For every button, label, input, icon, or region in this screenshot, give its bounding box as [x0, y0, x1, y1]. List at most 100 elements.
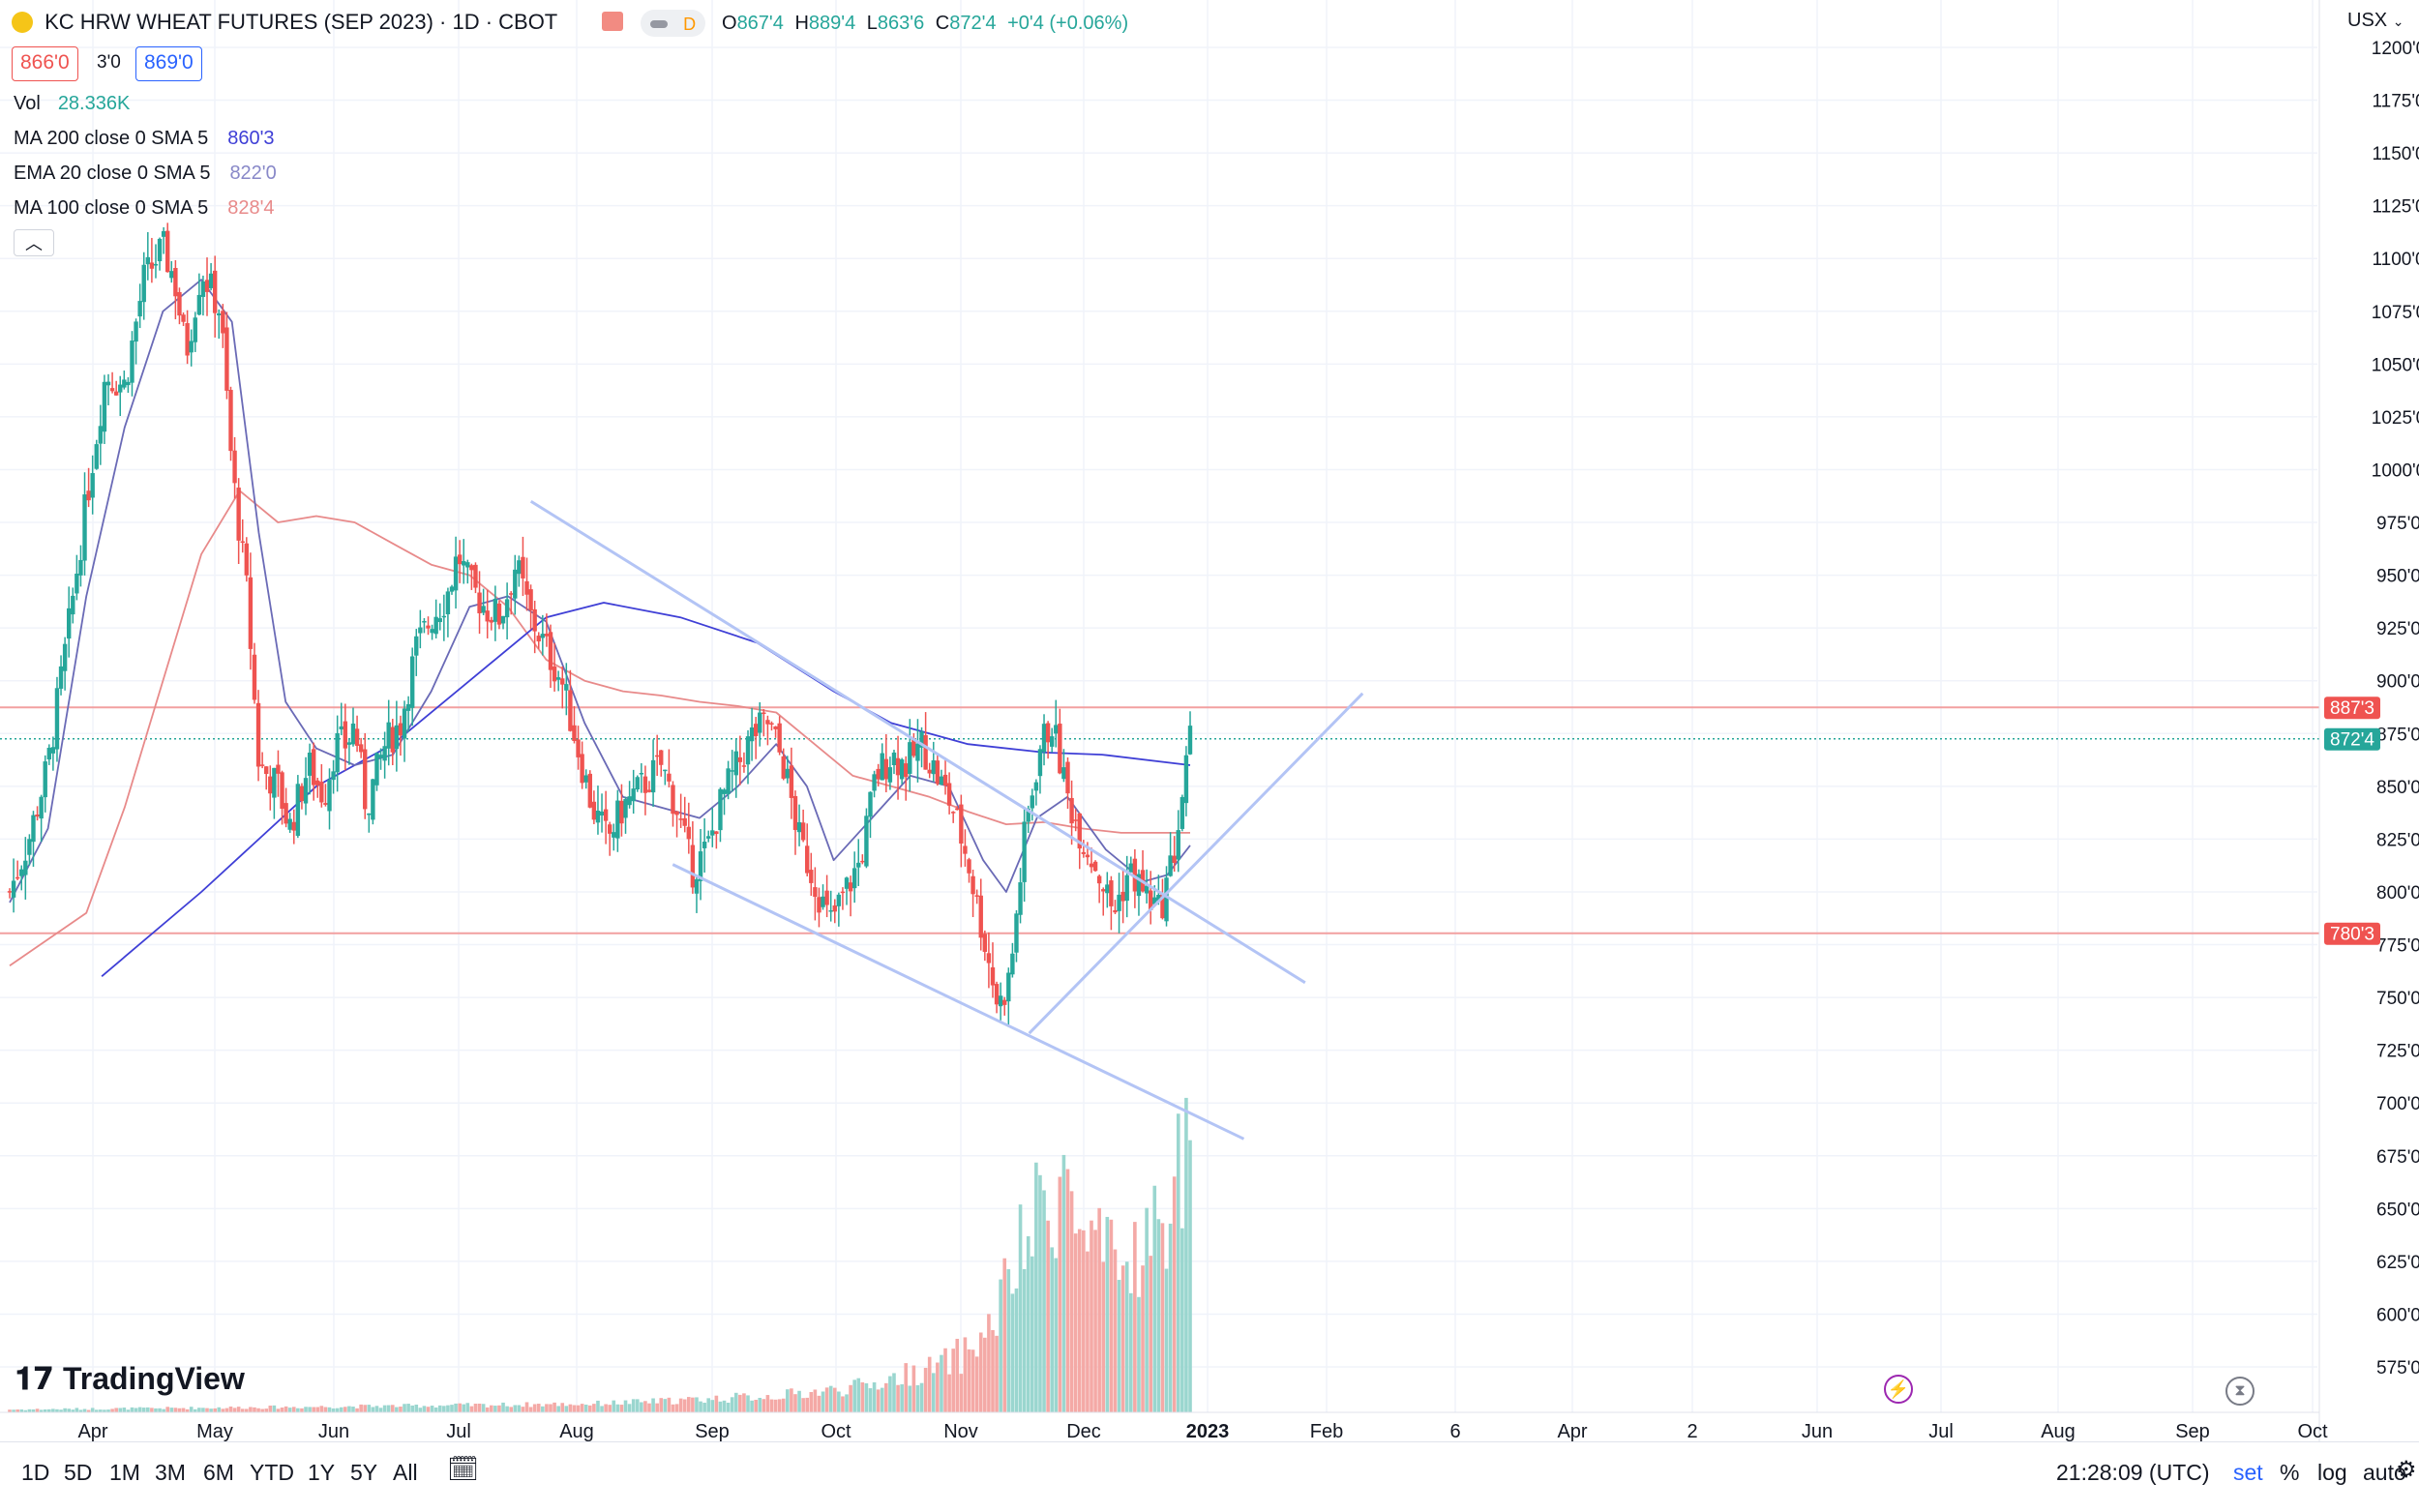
- volume-bar: [465, 1403, 470, 1412]
- x-tick-label: Dec: [1066, 1421, 1101, 1441]
- volume-bar: [312, 1407, 315, 1412]
- candle-body: [457, 554, 463, 565]
- volume-bar: [552, 1402, 556, 1412]
- sell-button[interactable]: 866'0: [12, 46, 78, 81]
- timeframe-1y[interactable]: 1Y: [308, 1460, 336, 1485]
- candle-body: [264, 766, 269, 775]
- volume-bar: [868, 1388, 873, 1412]
- chevron-down-icon: ⌄: [2392, 14, 2404, 29]
- candle-body: [722, 789, 727, 794]
- candle-body: [650, 759, 656, 793]
- volume-bar: [1061, 1154, 1066, 1412]
- session-badge[interactable]: D: [641, 10, 706, 37]
- legend-ma100[interactable]: MA 100 close 0 SMA 5 828'4: [14, 197, 275, 220]
- volume-bar: [805, 1397, 810, 1412]
- candle-body: [781, 756, 786, 779]
- candle-body: [102, 381, 107, 432]
- candle-body: [1022, 821, 1027, 882]
- legend-ema20[interactable]: EMA 20 close 0 SMA 5 822'0: [14, 163, 277, 185]
- candle-body: [1037, 749, 1043, 777]
- candle-body: [272, 767, 277, 798]
- volume-bar: [287, 1408, 292, 1412]
- volume-bar: [410, 1405, 414, 1412]
- volume-bar: [15, 1409, 19, 1412]
- toggle-icon: [650, 20, 668, 28]
- candle-body: [193, 317, 197, 342]
- volume-bar: [1101, 1261, 1106, 1412]
- candle-body: [1018, 882, 1023, 915]
- volume-bar: [1180, 1228, 1184, 1412]
- volume-bar: [978, 1332, 983, 1412]
- timeframe-5d[interactable]: 5D: [64, 1460, 93, 1485]
- timeframe-all[interactable]: All: [393, 1460, 418, 1485]
- legend-volume[interactable]: Vol 28.336K: [14, 93, 130, 115]
- auto-scale-button[interactable]: auto: [2363, 1460, 2406, 1485]
- session-set-button[interactable]: set: [2233, 1460, 2263, 1485]
- candle-body: [1058, 724, 1062, 774]
- candle-body: [631, 788, 636, 802]
- candle-body: [714, 831, 719, 835]
- volume-bar: [517, 1405, 522, 1412]
- timeframe-3m[interactable]: 3M: [155, 1460, 186, 1485]
- price-chart[interactable]: 575'0 600'0 625'0 650'0 675'0 700'0 725'0 750'0…: [0, 0, 2419, 1441]
- volume-bar: [27, 1408, 32, 1412]
- volume-bar: [733, 1392, 738, 1412]
- volume-bar: [892, 1373, 896, 1412]
- candle-body: [86, 490, 91, 501]
- low-label: L: [866, 13, 878, 34]
- volume-bar: [801, 1398, 805, 1412]
- volume-bar: [845, 1394, 849, 1412]
- symbol-header[interactable]: KC HRW WHEAT FUTURES (SEP 2023) · 1D · C…: [12, 10, 557, 35]
- volume-bar: [983, 1337, 987, 1412]
- legend-ma200[interactable]: MA 200 close 0 SMA 5 860'3: [14, 128, 275, 150]
- volume-bar: [114, 1408, 118, 1412]
- gear-icon[interactable]: ⚙: [2396, 1457, 2417, 1483]
- candle-body: [1061, 767, 1066, 780]
- tradingview-logo[interactable]: 𝟏𝟳 TradingView: [15, 1360, 245, 1398]
- percent-scale-button[interactable]: %: [2280, 1460, 2300, 1485]
- volume-bar: [150, 1408, 154, 1412]
- buy-button[interactable]: 869'0: [135, 46, 202, 81]
- flag-icon[interactable]: [602, 12, 623, 37]
- volume-bar: [264, 1408, 269, 1412]
- lightning-icon[interactable]: ⚡: [1884, 1375, 1913, 1404]
- y-tick-label: 1100'0: [2372, 250, 2419, 270]
- candle-body: [118, 384, 123, 393]
- y-tick-label: 725'0: [2376, 1042, 2419, 1062]
- hourglass-icon[interactable]: ⧗: [2225, 1377, 2255, 1406]
- calendar-icon[interactable]: 🗓: [447, 1454, 480, 1483]
- chevron-up-icon: ︿: [25, 234, 43, 253]
- candle-body: [386, 722, 391, 749]
- candle-body: [98, 426, 104, 444]
- collapse-legend-button[interactable]: ︿: [14, 229, 54, 256]
- candle-body: [149, 262, 155, 269]
- candle-body: [1120, 891, 1125, 902]
- currency-selector[interactable]: USX ⌄: [2347, 10, 2404, 32]
- volume-bar: [418, 1408, 423, 1412]
- x-tick-label: 2023: [1186, 1421, 1230, 1441]
- volume-bar: [422, 1406, 427, 1412]
- timeframe-ytd[interactable]: YTD: [250, 1460, 294, 1485]
- candle-body: [891, 752, 897, 765]
- timeframe-5y[interactable]: 5Y: [350, 1460, 378, 1485]
- volume-bar: [224, 1408, 229, 1412]
- volume-bar: [549, 1404, 552, 1412]
- high-label: H: [794, 13, 809, 34]
- timeframe-1m[interactable]: 1M: [109, 1460, 140, 1485]
- volume-bar: [915, 1384, 920, 1412]
- candle-body: [27, 839, 32, 855]
- volume-bar: [249, 1407, 253, 1412]
- volume-bar: [82, 1408, 87, 1412]
- candle-body: [433, 616, 438, 635]
- log-scale-button[interactable]: log: [2317, 1460, 2347, 1485]
- timeframe-1d[interactable]: 1D: [21, 1460, 50, 1485]
- candle-body: [485, 610, 490, 622]
- candle-body: [1132, 858, 1138, 892]
- volume-bar: [1042, 1190, 1046, 1412]
- candle-body: [75, 573, 79, 594]
- volume-bar: [374, 1406, 379, 1412]
- clock[interactable]: 21:28:09 (UTC): [2056, 1460, 2210, 1485]
- y-tick-label: 1025'0: [2372, 408, 2419, 429]
- volume-bar: [521, 1407, 525, 1412]
- timeframe-6m[interactable]: 6M: [203, 1460, 234, 1485]
